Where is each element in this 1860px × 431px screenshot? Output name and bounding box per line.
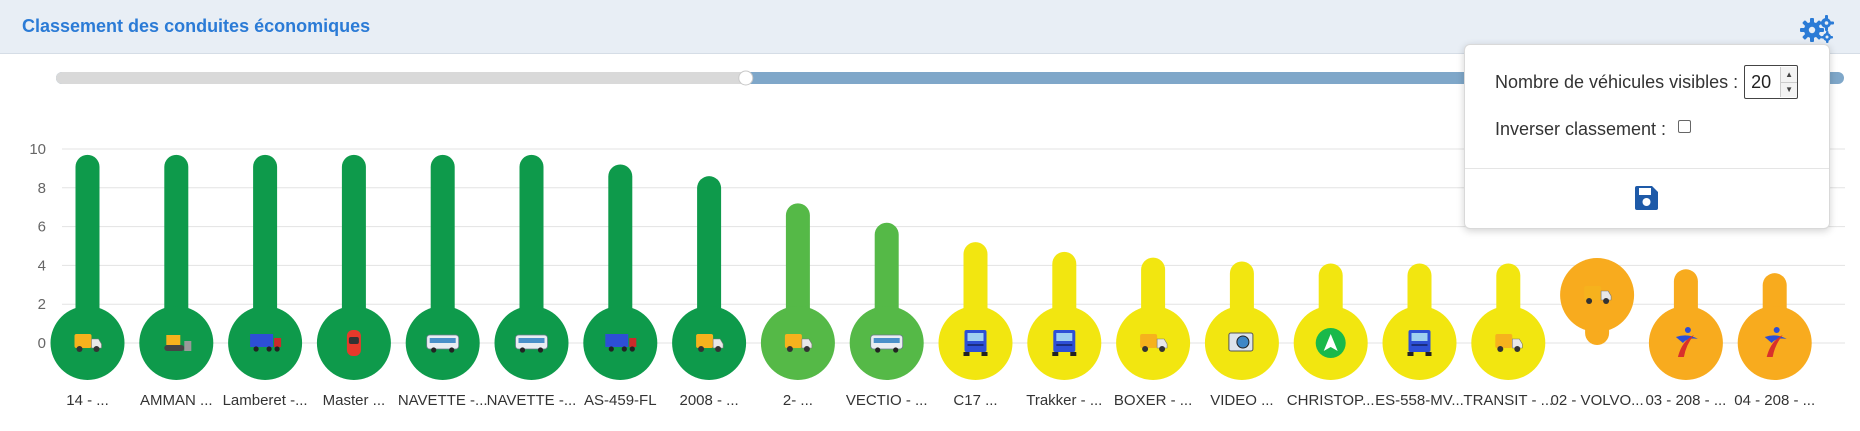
reverse-ranking-label: Inverser classement : — [1495, 119, 1667, 139]
x-tick-label: 2- ... — [783, 392, 813, 409]
x-tick-label: VIDEO ... — [1210, 392, 1273, 409]
x-tick-label: Trakker - ... — [1026, 392, 1102, 409]
logo-icon — [1675, 327, 1698, 357]
panel-header: Classement des conduites économiques — [0, 0, 1860, 54]
x-tick-label: 04 - 208 - ... — [1734, 392, 1815, 409]
floppy-disk-icon[interactable] — [1633, 185, 1659, 211]
bus-icon — [870, 334, 904, 353]
y-tick-label: 8 — [38, 180, 46, 197]
car-top-icon — [346, 330, 361, 356]
reverse-ranking-row: Inverser classement : — [1495, 119, 1692, 140]
x-tick-label: Lamberet -... — [223, 392, 308, 409]
x-tick-label: CHRISTOP... — [1287, 392, 1375, 409]
y-tick-label: 2 — [38, 296, 46, 313]
van-icon — [1140, 334, 1168, 352]
van-icon — [74, 334, 102, 352]
bus-icon — [515, 334, 548, 353]
x-tick-label: NAVETTE -... — [398, 392, 488, 409]
x-tick-label: ES-558-MV... — [1375, 392, 1464, 409]
y-tick-label: 0 — [38, 335, 46, 352]
x-tick-label: BOXER - ... — [1114, 392, 1192, 409]
truck-front-icon — [1407, 330, 1432, 356]
visible-count-value[interactable]: 20 — [1751, 71, 1772, 92]
visible-count-label: Nombre de véhicules visibles : — [1495, 71, 1739, 92]
bus-icon — [426, 334, 460, 353]
x-tick-label: 14 - ... — [66, 392, 109, 409]
x-tick-label: C17 ... — [953, 392, 997, 409]
truck-trailer-icon — [605, 334, 637, 352]
gears-icon[interactable] — [1800, 15, 1834, 43]
y-tick-label: 4 — [38, 257, 46, 274]
panel-title: Classement des conduites économiques — [22, 16, 371, 36]
logo-icon — [1764, 327, 1787, 357]
x-tick-label: NAVETTE -... — [487, 392, 577, 409]
settings-popup: Nombre de véhicules visibles : 20 ▲ ▼ In… — [1464, 44, 1830, 229]
chart-scrollbar-handle[interactable] — [738, 70, 754, 86]
bulldozer-icon — [164, 335, 192, 351]
stepper-up-icon[interactable]: ▲ — [1781, 67, 1798, 83]
truck-trailer-icon — [250, 334, 282, 352]
x-tick-label: VECTIO - ... — [846, 392, 928, 409]
visible-count-stepper[interactable]: 20 ▲ ▼ — [1744, 65, 1799, 99]
x-tick-label: TRANSIT - ... — [1463, 392, 1553, 409]
visible-count-row: Nombre de véhicules visibles : 20 ▲ ▼ — [1495, 65, 1799, 99]
van-icon — [1495, 334, 1523, 352]
truck-front-icon — [1052, 330, 1077, 356]
y-tick-label: 10 — [29, 141, 46, 158]
camera-icon — [1228, 332, 1254, 352]
x-tick-label: AS-459-FL — [584, 392, 657, 409]
popup-divider — [1465, 168, 1829, 169]
x-tick-label: 2008 - ... — [679, 392, 738, 409]
van-icon — [696, 334, 724, 352]
truck-front-icon — [963, 330, 988, 356]
x-tick-label: Master ... — [323, 392, 386, 409]
y-tick-label: 6 — [38, 219, 46, 236]
navigation-arrow-icon — [1315, 328, 1346, 358]
stepper-down-icon[interactable]: ▼ — [1781, 82, 1798, 97]
reverse-ranking-checkbox[interactable] — [1678, 120, 1692, 133]
x-tick-label: 03 - 208 - ... — [1645, 392, 1726, 409]
x-tick-label: 02 - VOLVO... — [1551, 392, 1644, 409]
van-icon — [784, 334, 813, 352]
x-tick-label: AMMAN ... — [140, 392, 213, 409]
van-icon — [1584, 286, 1612, 304]
ranking-chart: 0 2 4 6 8 10 14 - ... AMMAN ... Lamberet -... Mas… — [29, 70, 1845, 409]
